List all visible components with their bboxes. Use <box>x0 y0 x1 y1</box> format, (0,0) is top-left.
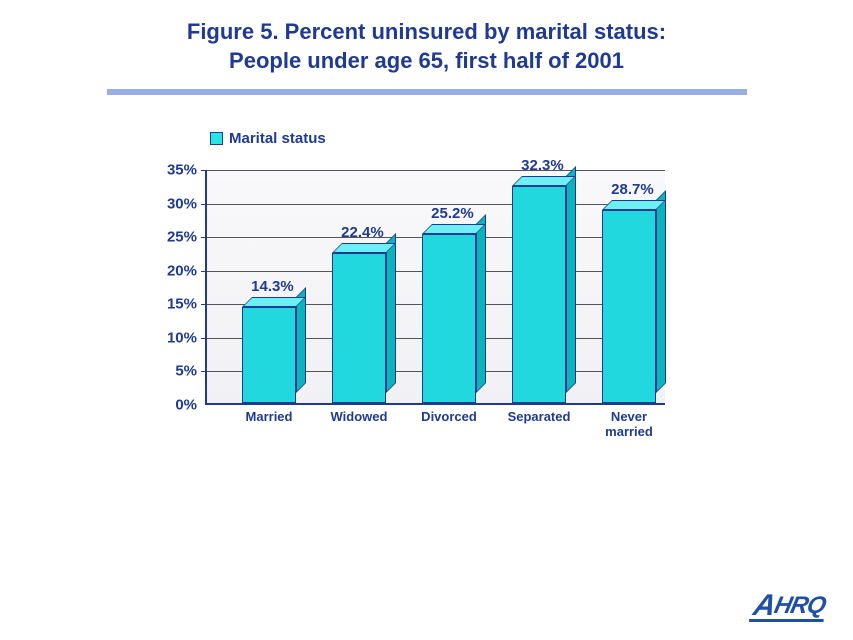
y-tick-label: 5% <box>175 363 197 380</box>
y-tick-label: 10% <box>167 329 197 346</box>
logo-underline <box>749 619 824 622</box>
bar-top <box>242 297 306 307</box>
bar-front <box>602 210 656 403</box>
bar-front <box>422 234 476 403</box>
bar-top <box>602 200 666 210</box>
bar-front <box>512 186 566 403</box>
value-label: 32.3% <box>521 157 564 174</box>
bar: 25.2%Divorced <box>422 234 476 403</box>
chart-title: Figure 5. Percent uninsured by marital s… <box>0 0 853 75</box>
bar-front <box>242 307 296 403</box>
bar-side <box>566 166 576 393</box>
value-label: 14.3% <box>251 278 294 295</box>
legend-label: Marital status <box>229 130 326 147</box>
grid-line <box>207 170 665 171</box>
ahrq-logo: AHRQ <box>750 589 828 622</box>
legend-swatch <box>210 132 223 145</box>
title-line-2: People under age 65, first half of 2001 <box>0 47 853 76</box>
bar-top <box>512 176 576 186</box>
x-tick-label: Separated <box>508 409 571 424</box>
x-tick-label: Widowed <box>331 409 388 424</box>
bar-top <box>422 224 486 234</box>
y-tick-label: 25% <box>167 229 197 246</box>
y-tick-label: 0% <box>175 397 197 414</box>
x-tick-label: Divorced <box>421 409 477 424</box>
y-tick-label: 30% <box>167 195 197 212</box>
bar: 28.7%Never married <box>602 210 656 403</box>
bar-side <box>386 233 396 393</box>
bar-top <box>332 243 396 253</box>
plot-area: 0%5%10%15%20%25%30%35%14.3%Married22.4%W… <box>205 170 665 405</box>
value-label: 28.7% <box>611 181 654 198</box>
bar-front <box>332 253 386 403</box>
legend: Marital status <box>210 130 326 147</box>
bar: 32.3%Separated <box>512 186 566 403</box>
bar-side <box>656 190 666 393</box>
bar-side <box>476 214 486 393</box>
y-tick-label: 35% <box>167 162 197 179</box>
x-tick-label: Married <box>246 409 293 424</box>
value-label: 25.2% <box>431 205 474 222</box>
y-tick-label: 20% <box>167 262 197 279</box>
bar: 14.3%Married <box>242 307 296 403</box>
bar-chart: 0%5%10%15%20%25%30%35%14.3%Married22.4%W… <box>150 160 680 460</box>
logo-rest: HRQ <box>772 592 828 619</box>
value-label: 22.4% <box>341 224 384 241</box>
x-tick-label: Never married <box>605 409 653 439</box>
title-line-1: Figure 5. Percent uninsured by marital s… <box>0 18 853 47</box>
y-tick-label: 15% <box>167 296 197 313</box>
bar: 22.4%Widowed <box>332 253 386 403</box>
title-underline <box>107 89 747 95</box>
